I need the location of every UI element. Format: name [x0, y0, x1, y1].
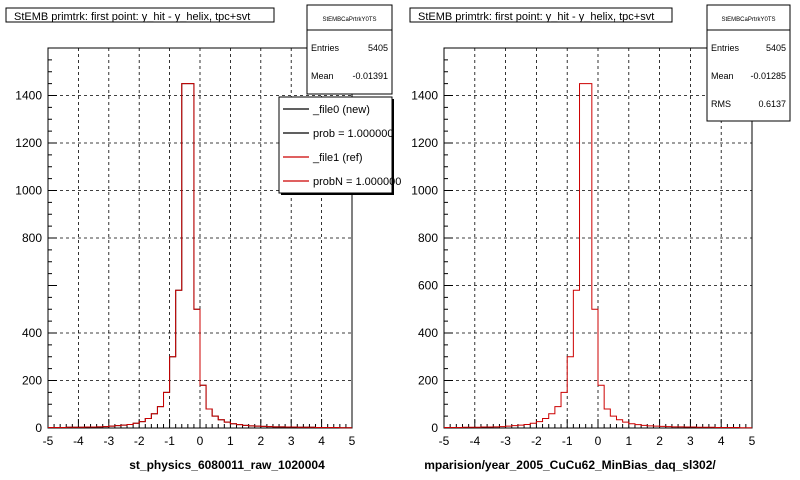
- p1-x-axis-label: mparision/year_2005_CuCu62_MinBias_daq_s…: [424, 458, 716, 472]
- p0-y-tick-label-6: 1400: [15, 89, 42, 103]
- p0-y-tick-label-5: 1200: [15, 136, 42, 150]
- p0-x-tick-label-6: 1: [227, 434, 234, 448]
- p0-legend-label-1: prob = 1.000000: [313, 128, 393, 140]
- p0-x-tick-label-0: -5: [43, 434, 54, 448]
- p0-x-tick-label-1: -4: [73, 434, 84, 448]
- p0-legend-label-2: _file1 (ref): [312, 152, 363, 164]
- p1-x-tick-label-9: 4: [718, 434, 725, 448]
- p1-x-tick-label-6: 1: [625, 434, 632, 448]
- p1-x-tick-label-7: 2: [656, 434, 663, 448]
- p0-stats-box: [306, 4, 393, 95]
- p0-y-tick-label-2: 400: [22, 326, 42, 340]
- p0-legend-label-0: _file0 (new): [312, 104, 370, 116]
- p0-y-tick-label-3: 800: [22, 231, 42, 245]
- p0-y-tick-label-4: 1000: [15, 184, 42, 198]
- p1-stats-label-mean: Mean: [711, 71, 734, 81]
- p0-x-tick-label-8: 3: [288, 434, 295, 448]
- p0-x-tick-label-9: 4: [318, 434, 325, 448]
- p0-title-box: [5, 7, 275, 23]
- p1-stats-box: [706, 4, 791, 122]
- p1-y-tick-label-5: 1000: [411, 184, 438, 198]
- p1-stats-box-title: StEMBCaPrtrkY0TS: [721, 17, 775, 23]
- p0-x-tick-label-10: 5: [349, 434, 356, 448]
- p1-x-tick-label-2: -3: [500, 434, 511, 448]
- p0-stats-label-entries: Entries: [311, 43, 340, 53]
- p0-stats-label-mean: Mean: [311, 71, 334, 81]
- p1-x-tick-label-4: -1: [562, 434, 573, 448]
- p0-x-tick-label-4: -1: [164, 434, 175, 448]
- p0-x-tick-label-5: 0: [197, 434, 204, 448]
- p1-y-tick-label-1: 200: [418, 374, 438, 388]
- p1-y-tick-label-7: 1400: [411, 89, 438, 103]
- left-histogram-panel: -5 -4 -3 -2 -1 0 1 2 3 4 5 0 200 400 800 1000 1200 1400 St…: [5, 4, 401, 472]
- p1-title-box: [409, 7, 673, 23]
- p0-x-tick-label-2: -3: [103, 434, 114, 448]
- p1-stats-value-mean: -0.01285: [750, 71, 786, 81]
- p0-stats-value-entries: 5405: [368, 43, 388, 53]
- p0-y-tick-label-0: 0: [35, 421, 42, 435]
- p0-x-tick-label-7: 2: [257, 434, 264, 448]
- p1-x-tick-label-10: 5: [749, 434, 756, 448]
- p1-x-tick-label-1: -4: [469, 434, 480, 448]
- p1-x-tick-label-5: 0: [595, 434, 602, 448]
- p0-y-tick-label-1: 200: [22, 374, 42, 388]
- right-histogram-panel: -5 -4 -3 -2 -1 0 1 2 3 4 5 0 200 400 600 800 1000 1200 140…: [409, 4, 791, 472]
- p0-chart-title: StEMB primtrk: first point: y_hit - y_he…: [14, 11, 250, 23]
- p1-chart-title: StEMB primtrk: first point: y_hit - y_he…: [418, 11, 654, 23]
- p0-x-axis-label: st_physics_6080011_raw_1020004: [129, 458, 325, 472]
- p1-x-tick-label-8: 3: [687, 434, 694, 448]
- p1-series-histogram: [444, 83, 752, 429]
- p0-legend-label-3: probN = 1.000000: [313, 176, 401, 188]
- p1-y-tick-label-3: 600: [418, 279, 438, 293]
- p0-series--file1-ref-: [48, 83, 352, 429]
- p0-x-tick-label-3: -2: [134, 434, 145, 448]
- p1-y-tick-label-4: 800: [418, 231, 438, 245]
- p0-stats-box-title: StEMBCaPrtrkY0TS: [322, 17, 376, 23]
- p1-x-tick-label-0: -5: [439, 434, 450, 448]
- p1-stats-label-entries: Entries: [711, 43, 740, 53]
- p0-stats-value-mean: -0.01391: [352, 71, 388, 81]
- p1-stats-label-rms: RMS: [711, 99, 731, 109]
- p1-x-tick-label-3: -2: [531, 434, 542, 448]
- p0-legend-box: [278, 96, 393, 194]
- p1-stats-value-rms: 0.6137: [758, 99, 786, 109]
- p1-stats-value-entries: 5405: [766, 43, 786, 53]
- p1-y-tick-label-0: 0: [431, 421, 438, 435]
- p1-y-tick-label-6: 1200: [411, 136, 438, 150]
- p1-y-tick-label-2: 400: [418, 326, 438, 340]
